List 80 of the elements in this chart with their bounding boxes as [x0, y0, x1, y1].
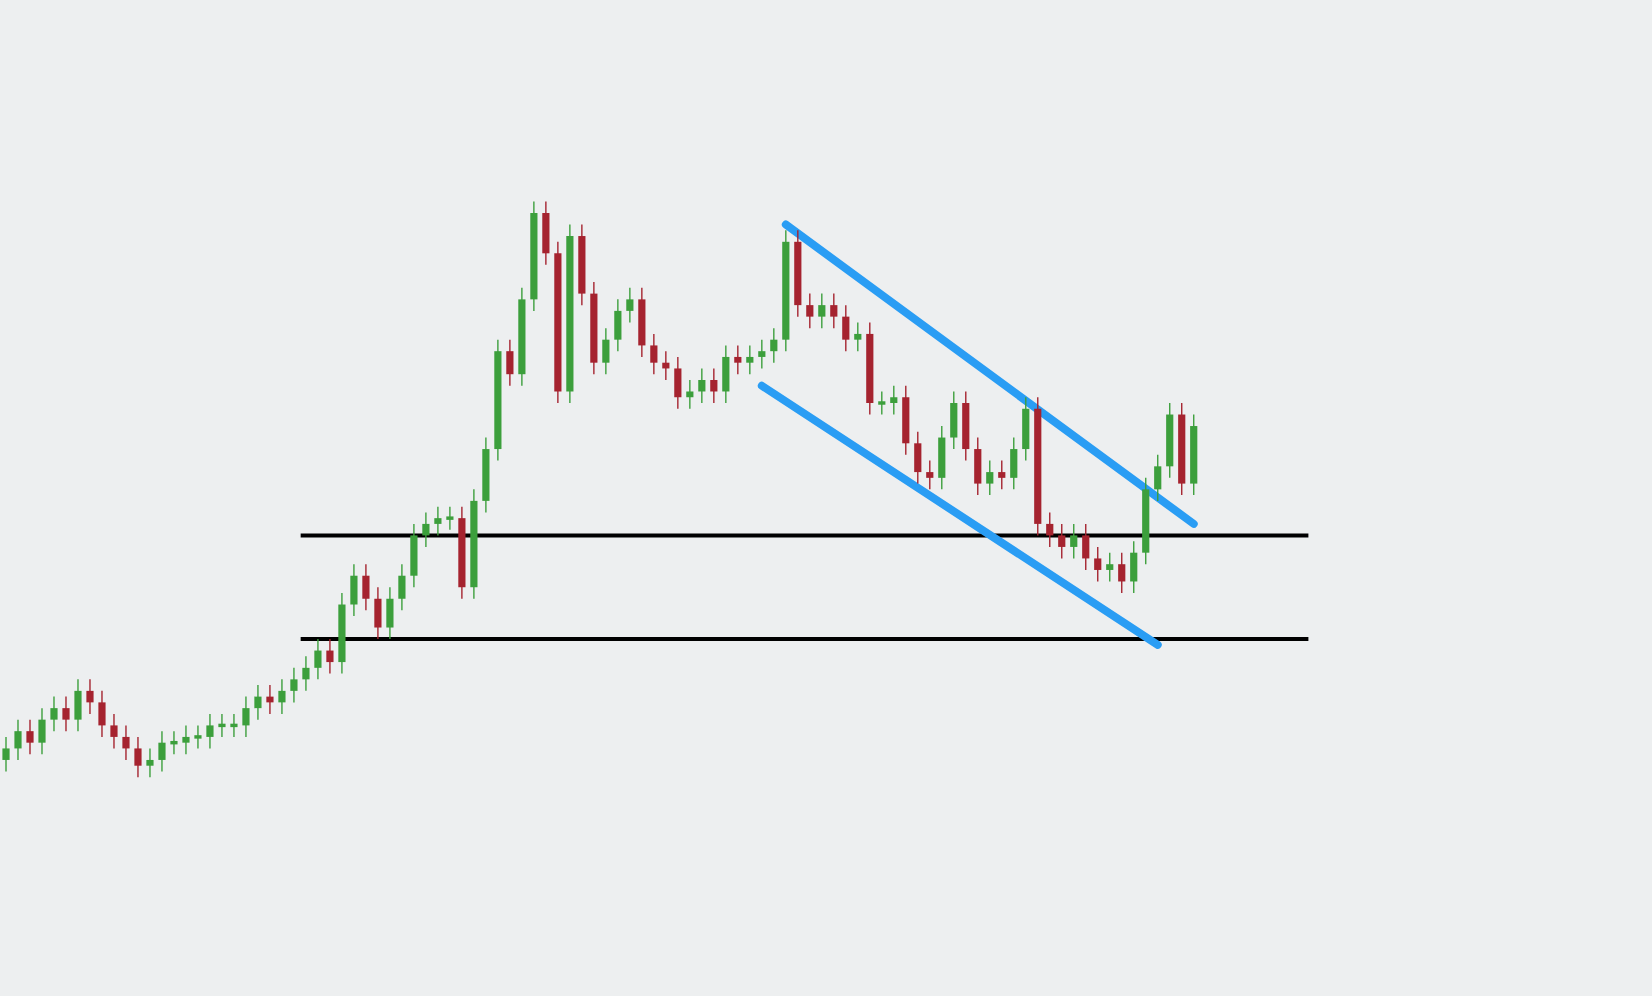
candlestick — [134, 736, 142, 778]
candlestick — [710, 367, 718, 404]
candlestick — [350, 563, 358, 617]
candlestick — [146, 747, 154, 778]
candlestick — [650, 333, 658, 375]
candlestick — [1046, 511, 1054, 548]
candlestick — [1022, 396, 1030, 462]
candlestick — [674, 356, 682, 410]
candlestick — [230, 713, 238, 738]
candlestick — [914, 431, 922, 485]
candlestick — [422, 511, 430, 548]
candlestick — [938, 425, 946, 491]
candlestick — [302, 655, 310, 692]
candlestick — [26, 718, 34, 755]
candlestick — [974, 436, 982, 496]
candlestick — [1118, 551, 1126, 594]
candlestick — [290, 667, 298, 704]
candlestick — [614, 298, 622, 352]
candlestick — [926, 459, 934, 491]
candlestick — [734, 344, 742, 375]
candlestick — [74, 678, 82, 732]
candlestick — [602, 327, 610, 375]
candlestick — [110, 713, 118, 750]
candlestick — [1106, 551, 1114, 583]
candlestick — [266, 684, 274, 715]
candlestick — [698, 367, 706, 404]
candlestick — [890, 385, 898, 416]
candlestick — [326, 638, 334, 675]
candlestick — [878, 390, 886, 416]
candlestick — [98, 690, 106, 738]
candlestick — [278, 678, 286, 715]
candlestick — [1130, 540, 1138, 594]
candlestick — [14, 718, 22, 761]
candlestick — [986, 459, 994, 496]
candlestick — [1082, 523, 1090, 571]
candlestick — [626, 287, 634, 324]
candlestick — [242, 695, 250, 738]
candlestick — [722, 344, 730, 404]
candlestick — [446, 505, 454, 531]
candlestick — [386, 586, 394, 640]
candlestick — [818, 292, 826, 329]
candlestick — [86, 678, 94, 715]
candlestick — [1058, 523, 1066, 560]
candlestick — [122, 724, 130, 761]
candlestick — [50, 695, 58, 732]
candlestick — [638, 287, 646, 358]
candlestick — [962, 390, 970, 462]
candlestick — [686, 379, 694, 410]
candlestick — [314, 638, 322, 681]
candlestick — [62, 695, 70, 732]
candlestick — [950, 390, 958, 450]
candlestick — [1154, 454, 1162, 502]
candlestick — [434, 505, 442, 537]
candlestick — [854, 321, 862, 352]
candlestick — [1094, 546, 1102, 583]
candlestick — [410, 523, 418, 588]
candlestick — [206, 713, 214, 750]
candlestick — [1070, 523, 1078, 560]
candlestick — [998, 459, 1006, 491]
candlestick — [362, 563, 370, 611]
candlestick — [38, 707, 46, 755]
candlestick — [158, 730, 166, 773]
candlestick — [194, 724, 202, 750]
candlestick — [842, 304, 850, 352]
candlestick — [374, 586, 382, 640]
candlestick — [746, 344, 754, 375]
candlestick — [182, 724, 190, 755]
candlestick — [218, 713, 226, 738]
candlestick — [542, 200, 550, 266]
candlestick — [758, 338, 766, 370]
candlestick — [2, 736, 10, 773]
candlestick — [830, 292, 838, 329]
candlestick — [170, 730, 178, 755]
candlestick — [254, 684, 262, 721]
candlestick — [398, 563, 406, 611]
candlestick — [506, 338, 514, 387]
candlestick — [902, 385, 910, 456]
candlestick — [1010, 436, 1018, 491]
candlestick — [770, 327, 778, 364]
candlestick — [806, 292, 814, 329]
